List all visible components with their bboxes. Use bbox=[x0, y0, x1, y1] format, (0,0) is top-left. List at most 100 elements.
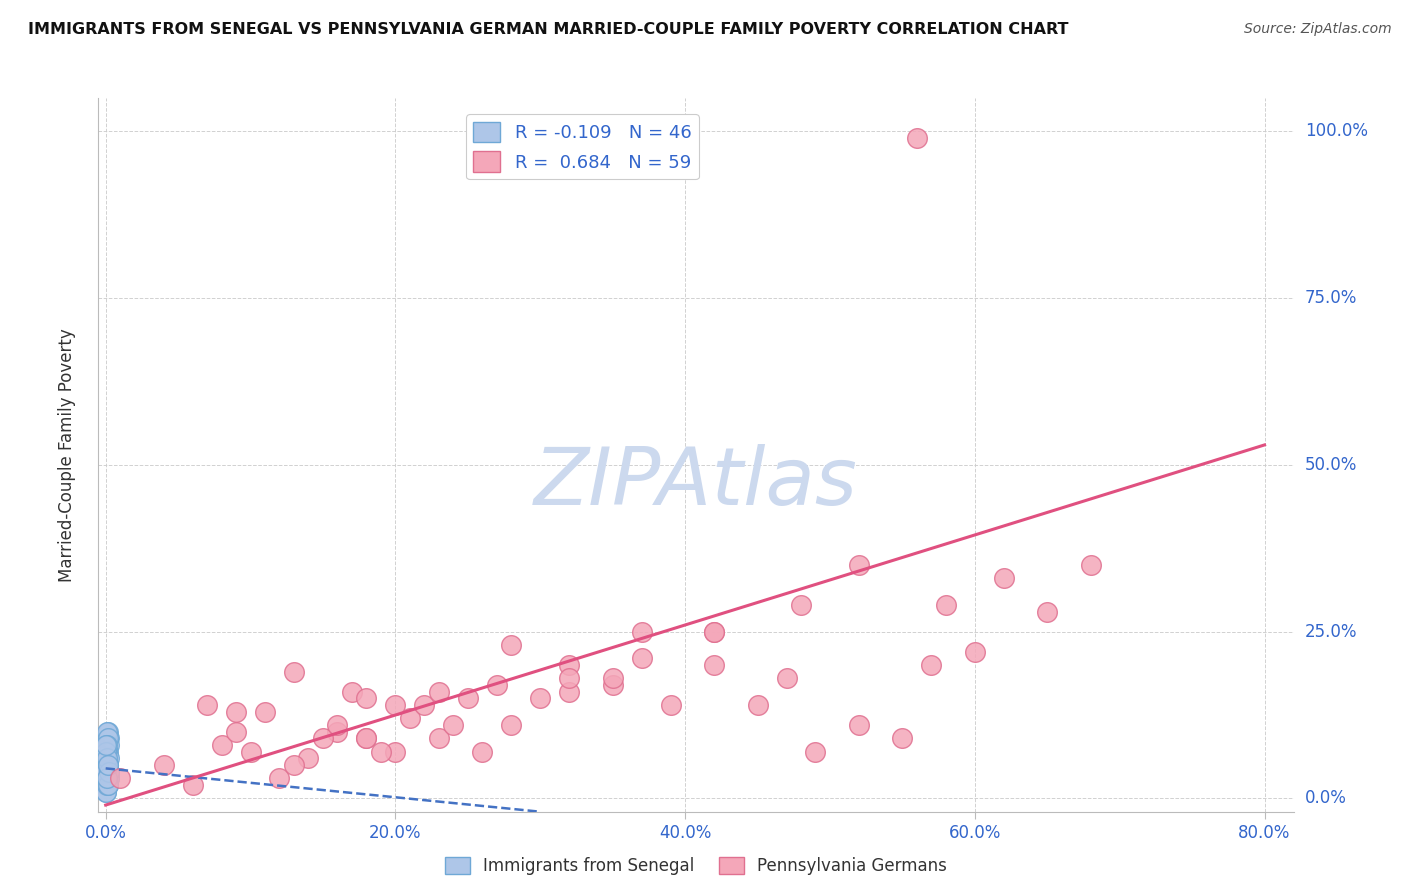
Point bbox=[97, 731, 120, 746]
Point bbox=[630, 624, 652, 639]
Point bbox=[97, 758, 120, 772]
Point bbox=[97, 764, 120, 779]
Point bbox=[96, 772, 118, 786]
Point bbox=[96, 764, 118, 779]
Point bbox=[96, 778, 118, 792]
Point bbox=[558, 684, 581, 698]
Point bbox=[98, 738, 121, 752]
Point bbox=[97, 758, 120, 772]
Point bbox=[181, 778, 204, 792]
Point bbox=[96, 738, 118, 752]
Point bbox=[96, 764, 118, 779]
Point bbox=[96, 724, 118, 739]
Point bbox=[97, 731, 120, 746]
Legend: Immigrants from Senegal, Pennsylvania Germans: Immigrants from Senegal, Pennsylvania Ge… bbox=[437, 850, 955, 882]
Point bbox=[558, 671, 581, 685]
Point bbox=[96, 758, 118, 772]
Point bbox=[558, 658, 581, 673]
Point bbox=[384, 745, 406, 759]
Point bbox=[96, 772, 118, 786]
Point bbox=[96, 785, 118, 799]
Point bbox=[97, 758, 120, 772]
Point bbox=[1080, 558, 1102, 572]
Point bbox=[96, 738, 118, 752]
Point bbox=[96, 785, 118, 799]
Point bbox=[501, 718, 523, 732]
Point bbox=[96, 745, 118, 759]
Point bbox=[993, 571, 1015, 585]
Point bbox=[340, 684, 363, 698]
Point bbox=[935, 598, 957, 612]
Point bbox=[790, 598, 813, 612]
Point bbox=[96, 745, 118, 759]
Text: 75.0%: 75.0% bbox=[1305, 289, 1357, 307]
Point bbox=[96, 745, 118, 759]
Point bbox=[326, 718, 349, 732]
Point bbox=[283, 665, 305, 679]
Point bbox=[96, 772, 118, 786]
Point bbox=[312, 731, 335, 746]
Point bbox=[96, 751, 118, 765]
Point bbox=[747, 698, 769, 712]
Point bbox=[703, 624, 725, 639]
Point bbox=[471, 745, 494, 759]
Text: 50.0%: 50.0% bbox=[1305, 456, 1357, 474]
Point bbox=[457, 691, 479, 706]
Point bbox=[96, 751, 118, 765]
Point bbox=[963, 645, 986, 659]
Point bbox=[399, 711, 422, 725]
Point bbox=[703, 624, 725, 639]
Point bbox=[283, 758, 305, 772]
Y-axis label: Married-Couple Family Poverty: Married-Couple Family Poverty bbox=[58, 328, 76, 582]
Point bbox=[225, 724, 247, 739]
Point bbox=[96, 745, 118, 759]
Point bbox=[96, 764, 118, 779]
Point bbox=[253, 705, 276, 719]
Point bbox=[195, 698, 218, 712]
Point bbox=[96, 738, 118, 752]
Point bbox=[96, 778, 118, 792]
Point bbox=[108, 772, 131, 786]
Point bbox=[96, 751, 118, 765]
Point bbox=[356, 691, 378, 706]
Point bbox=[96, 772, 118, 786]
Point bbox=[97, 772, 120, 786]
Point bbox=[152, 758, 174, 772]
Point bbox=[848, 558, 870, 572]
Point bbox=[239, 745, 262, 759]
Point bbox=[920, 658, 942, 673]
Point bbox=[297, 751, 319, 765]
Point bbox=[370, 745, 392, 759]
Point bbox=[211, 738, 233, 752]
Point bbox=[703, 658, 725, 673]
Point bbox=[630, 651, 652, 665]
Point bbox=[97, 745, 120, 759]
Text: 100.0%: 100.0% bbox=[1305, 122, 1368, 140]
Point bbox=[441, 718, 464, 732]
Text: ZIPAtlas: ZIPAtlas bbox=[534, 444, 858, 523]
Point bbox=[96, 751, 118, 765]
Point bbox=[1036, 605, 1059, 619]
Point bbox=[413, 698, 436, 712]
Point bbox=[97, 778, 120, 792]
Point bbox=[848, 718, 870, 732]
Point bbox=[356, 731, 378, 746]
Point bbox=[485, 678, 508, 692]
Point bbox=[98, 772, 121, 786]
Point bbox=[97, 751, 120, 765]
Point bbox=[602, 671, 624, 685]
Point bbox=[891, 731, 914, 746]
Point bbox=[97, 778, 120, 792]
Point bbox=[97, 764, 120, 779]
Point bbox=[602, 678, 624, 692]
Point bbox=[529, 691, 551, 706]
Text: 25.0%: 25.0% bbox=[1305, 623, 1357, 640]
Point bbox=[97, 724, 120, 739]
Point bbox=[96, 758, 118, 772]
Point bbox=[326, 724, 349, 739]
Point bbox=[427, 684, 450, 698]
Point bbox=[225, 705, 247, 719]
Text: 0.0%: 0.0% bbox=[1305, 789, 1347, 807]
Point bbox=[427, 731, 450, 746]
Point bbox=[96, 764, 118, 779]
